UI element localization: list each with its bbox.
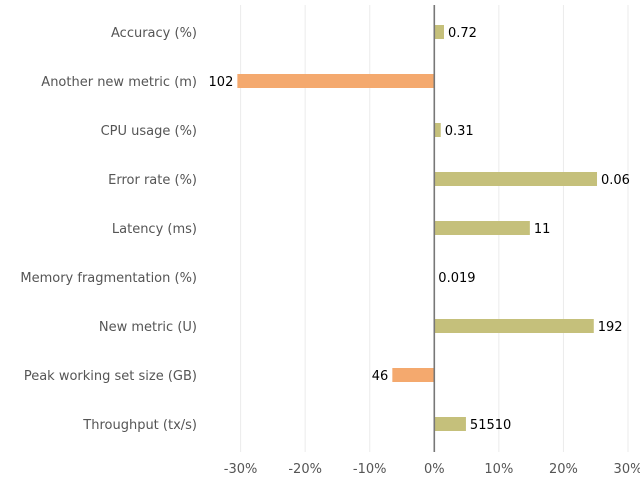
category-label: CPU usage (%): [101, 124, 197, 139]
category-label: New metric (U): [99, 320, 197, 335]
value-label: 0.019: [438, 271, 475, 286]
x-tick-label: -20%: [288, 462, 322, 477]
bars: [237, 25, 598, 431]
category-label: Memory fragmentation (%): [20, 271, 197, 286]
value-label: 0.72: [448, 26, 477, 41]
bar: [434, 319, 594, 333]
category-label: Error rate (%): [108, 173, 197, 188]
x-tick-label: 20%: [549, 462, 578, 477]
bar: [434, 417, 466, 431]
bar: [434, 123, 441, 137]
value-label: 0.06: [601, 173, 630, 188]
value-label: 11: [534, 222, 551, 237]
bar: [434, 172, 598, 186]
bar: [237, 74, 435, 88]
x-tick-label: -30%: [224, 462, 258, 477]
value-label: 51510: [470, 418, 511, 433]
category-label: Latency (ms): [112, 222, 197, 237]
value-label: 0.31: [445, 124, 474, 139]
x-axis-ticks: -30% -20% -10% 0% 10% 20% 30%: [224, 462, 640, 477]
x-tick-label: 0%: [424, 462, 445, 477]
value-label: 46: [372, 369, 389, 384]
x-tick-label: 30%: [614, 462, 640, 477]
value-label: 192: [598, 320, 623, 335]
bar: [434, 221, 530, 235]
category-label: Peak working set size (GB): [24, 369, 197, 384]
category-label: Throughput (tx/s): [82, 418, 197, 433]
category-labels: Accuracy (%) Another new metric (m) CPU us…: [20, 26, 197, 433]
x-tick-label: -10%: [353, 462, 387, 477]
value-label: 102: [209, 75, 234, 90]
value-labels: 0.72 102 0.31 0.06 11 0.019 192 46 51510: [209, 26, 630, 433]
bar: [434, 25, 444, 39]
category-label: Accuracy (%): [111, 26, 197, 41]
bar: [392, 368, 435, 382]
x-tick-label: 10%: [484, 462, 513, 477]
category-label: Another new metric (m): [41, 75, 197, 90]
